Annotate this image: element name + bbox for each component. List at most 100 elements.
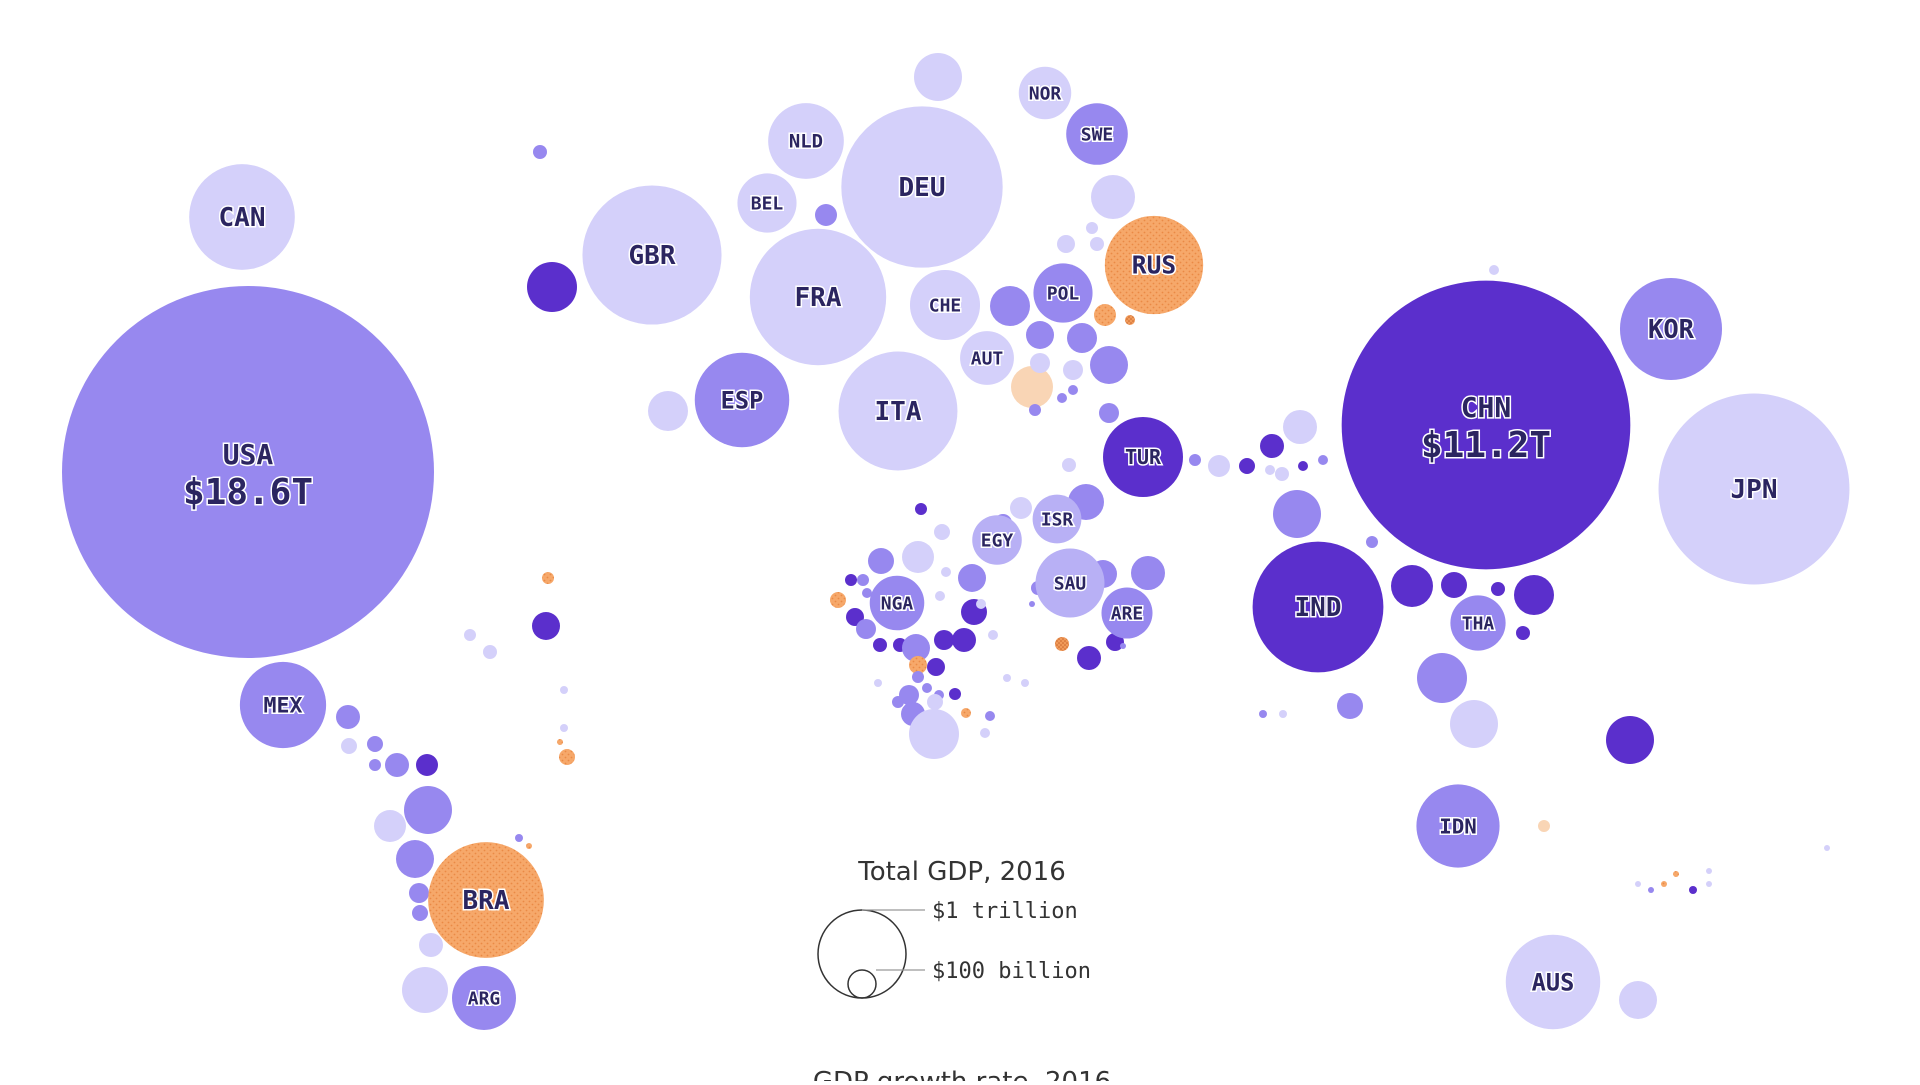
label-ita: ITA	[875, 397, 922, 427]
label-usa: USA	[223, 438, 274, 471]
country-bubble-kor: KOR	[1619, 277, 1723, 381]
country-bubble-ind: IND	[1252, 541, 1384, 673]
small-country-bubble	[1260, 434, 1284, 458]
small-country-bubble	[1021, 679, 1029, 687]
small-country-bubble	[1063, 360, 1083, 380]
small-country-bubble	[336, 705, 360, 729]
bubble-che	[909, 269, 981, 341]
bubble-gbr	[582, 185, 722, 325]
country-bubble-nga: NGA	[869, 575, 925, 631]
bubble-aut	[960, 331, 1014, 385]
small-country-bubble	[902, 541, 934, 573]
country-bubble-gbr: GBR	[582, 185, 722, 325]
bubble-aus	[1505, 934, 1601, 1030]
small-country-bubble	[1706, 881, 1712, 887]
bubble-swe	[1066, 103, 1128, 165]
small-country-bubble	[830, 592, 846, 608]
small-country-bubble	[1106, 633, 1124, 651]
country-bubble-ita: ITA	[838, 351, 958, 471]
country-bubble-bel: BEL	[737, 173, 797, 233]
label-nld: NLD	[789, 131, 823, 153]
small-country-bubble	[927, 694, 943, 710]
small-country-bubble	[1208, 455, 1230, 477]
small-country-bubble	[1029, 601, 1035, 607]
small-country-bubble	[958, 564, 986, 592]
small-country-bubble	[1673, 871, 1679, 877]
bubble-jpn	[1658, 393, 1850, 585]
country-bubble-bra: BRA	[428, 842, 544, 958]
small-country-bubble	[341, 738, 357, 754]
bubble-usa	[62, 286, 434, 658]
small-country-bubble	[1090, 237, 1104, 251]
small-country-bubble	[912, 671, 924, 683]
small-country-bubble	[532, 612, 560, 640]
small-country-bubble	[934, 630, 954, 650]
label-bra: BRA	[463, 886, 510, 916]
small-country-bubble	[914, 53, 962, 101]
label-bel: BEL	[751, 193, 784, 214]
legend-circle-small	[847, 969, 877, 999]
bubble-kor	[1619, 277, 1723, 381]
small-country-bubble	[1057, 235, 1075, 253]
small-country-bubble	[1057, 393, 1067, 403]
small-country-bubble	[1090, 346, 1128, 384]
bubble-esp	[694, 352, 790, 448]
small-country-bubble	[1706, 868, 1712, 874]
legend-label-small: $100 billion	[932, 959, 1091, 984]
small-country-bubble	[1318, 455, 1328, 465]
label-jpn: JPN	[1731, 475, 1778, 505]
small-country-bubble	[526, 843, 532, 849]
country-bubble-rus: RUS	[1104, 215, 1204, 315]
small-country-bubble	[527, 262, 577, 312]
bubble-sau	[1035, 548, 1105, 618]
small-country-bubble	[1086, 222, 1098, 234]
small-country-bubble	[1011, 366, 1053, 408]
label-pol: POL	[1047, 283, 1080, 304]
bubble-nld	[768, 103, 844, 179]
label-deu: DEU	[899, 173, 946, 203]
small-country-bubble	[934, 524, 950, 540]
small-country-bubble	[369, 759, 381, 771]
small-country-bubble	[1077, 646, 1101, 670]
small-country-bubble	[483, 645, 497, 659]
bubble-fra	[749, 228, 887, 366]
small-country-bubble	[648, 391, 688, 431]
small-country-bubble	[402, 967, 448, 1013]
small-country-bubble	[1337, 693, 1363, 719]
bubble-egy	[972, 515, 1022, 565]
small-country-bubble	[909, 656, 927, 674]
bubble-can	[189, 164, 295, 270]
small-country-bubble	[909, 709, 959, 759]
small-country-bubble	[961, 708, 971, 718]
bubble-arg	[452, 966, 516, 1030]
small-country-bubble	[985, 711, 995, 721]
small-country-bubble	[1125, 315, 1135, 325]
small-country-bubble	[1279, 710, 1287, 718]
small-country-bubble	[412, 905, 428, 921]
value-label-chn: $11.2T	[1421, 425, 1551, 466]
label-idn: IDN	[1439, 814, 1477, 838]
small-country-bubble	[1029, 404, 1041, 416]
small-country-bubble	[862, 588, 872, 598]
label-tha: THA	[1462, 613, 1495, 634]
bubble-bel	[737, 173, 797, 233]
small-country-bubble	[1265, 465, 1275, 475]
label-chn: CHN	[1461, 391, 1512, 424]
small-country-bubble	[1491, 582, 1505, 596]
small-country-bubble	[1648, 887, 1654, 893]
small-country-bubble	[409, 883, 429, 903]
small-country-bubble	[815, 204, 837, 226]
small-country-bubble	[557, 739, 563, 745]
small-country-bubble	[1091, 175, 1135, 219]
small-country-bubble	[1067, 323, 1097, 353]
label-aus: AUS	[1532, 968, 1575, 996]
small-country-bubble	[374, 810, 406, 842]
label-egy: EGY	[981, 530, 1014, 551]
small-country-bubble	[1441, 572, 1467, 598]
small-country-bubble	[845, 574, 857, 586]
label-can: CAN	[219, 203, 266, 233]
small-country-bubble	[1516, 626, 1530, 640]
legend: Total GDP, 2016 $1 trillion $100 billion…	[813, 857, 1111, 1085]
small-country-bubble	[1514, 575, 1554, 615]
